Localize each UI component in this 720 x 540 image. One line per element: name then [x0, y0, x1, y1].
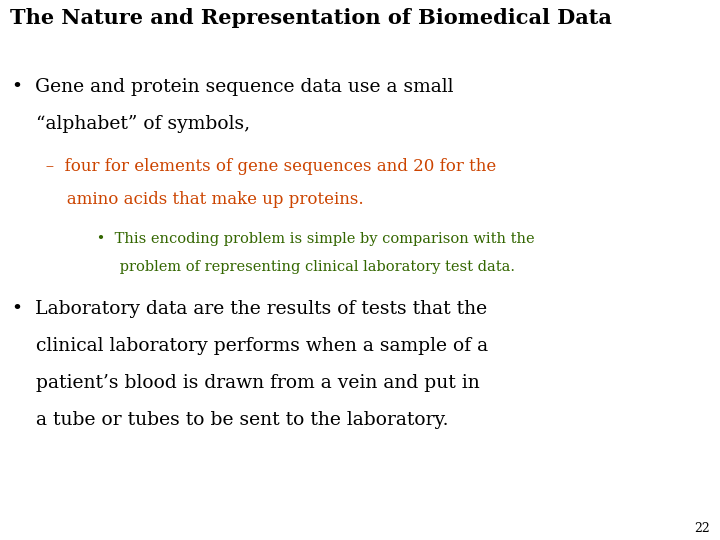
Text: –  four for elements of gene sequences and 20 for the: – four for elements of gene sequences an… [30, 158, 496, 175]
Text: •  This encoding problem is simple by comparison with the: • This encoding problem is simple by com… [55, 232, 535, 246]
Text: •  Laboratory data are the results of tests that the: • Laboratory data are the results of tes… [12, 300, 487, 318]
Text: “alphabet” of symbols,: “alphabet” of symbols, [12, 115, 250, 133]
Text: •  Gene and protein sequence data use a small: • Gene and protein sequence data use a s… [12, 78, 454, 96]
Text: a tube or tubes to be sent to the laboratory.: a tube or tubes to be sent to the labora… [12, 411, 449, 429]
Text: 22: 22 [694, 522, 710, 535]
Text: amino acids that make up proteins.: amino acids that make up proteins. [30, 191, 364, 208]
Text: The Nature and Representation of Biomedical Data: The Nature and Representation of Biomedi… [10, 8, 612, 28]
Text: problem of representing clinical laboratory test data.: problem of representing clinical laborat… [55, 260, 515, 274]
Text: patient’s blood is drawn from a vein and put in: patient’s blood is drawn from a vein and… [12, 374, 480, 392]
Text: clinical laboratory performs when a sample of a: clinical laboratory performs when a samp… [12, 337, 488, 355]
